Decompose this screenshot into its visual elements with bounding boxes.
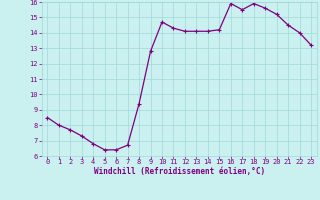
X-axis label: Windchill (Refroidissement éolien,°C): Windchill (Refroidissement éolien,°C) bbox=[94, 167, 265, 176]
